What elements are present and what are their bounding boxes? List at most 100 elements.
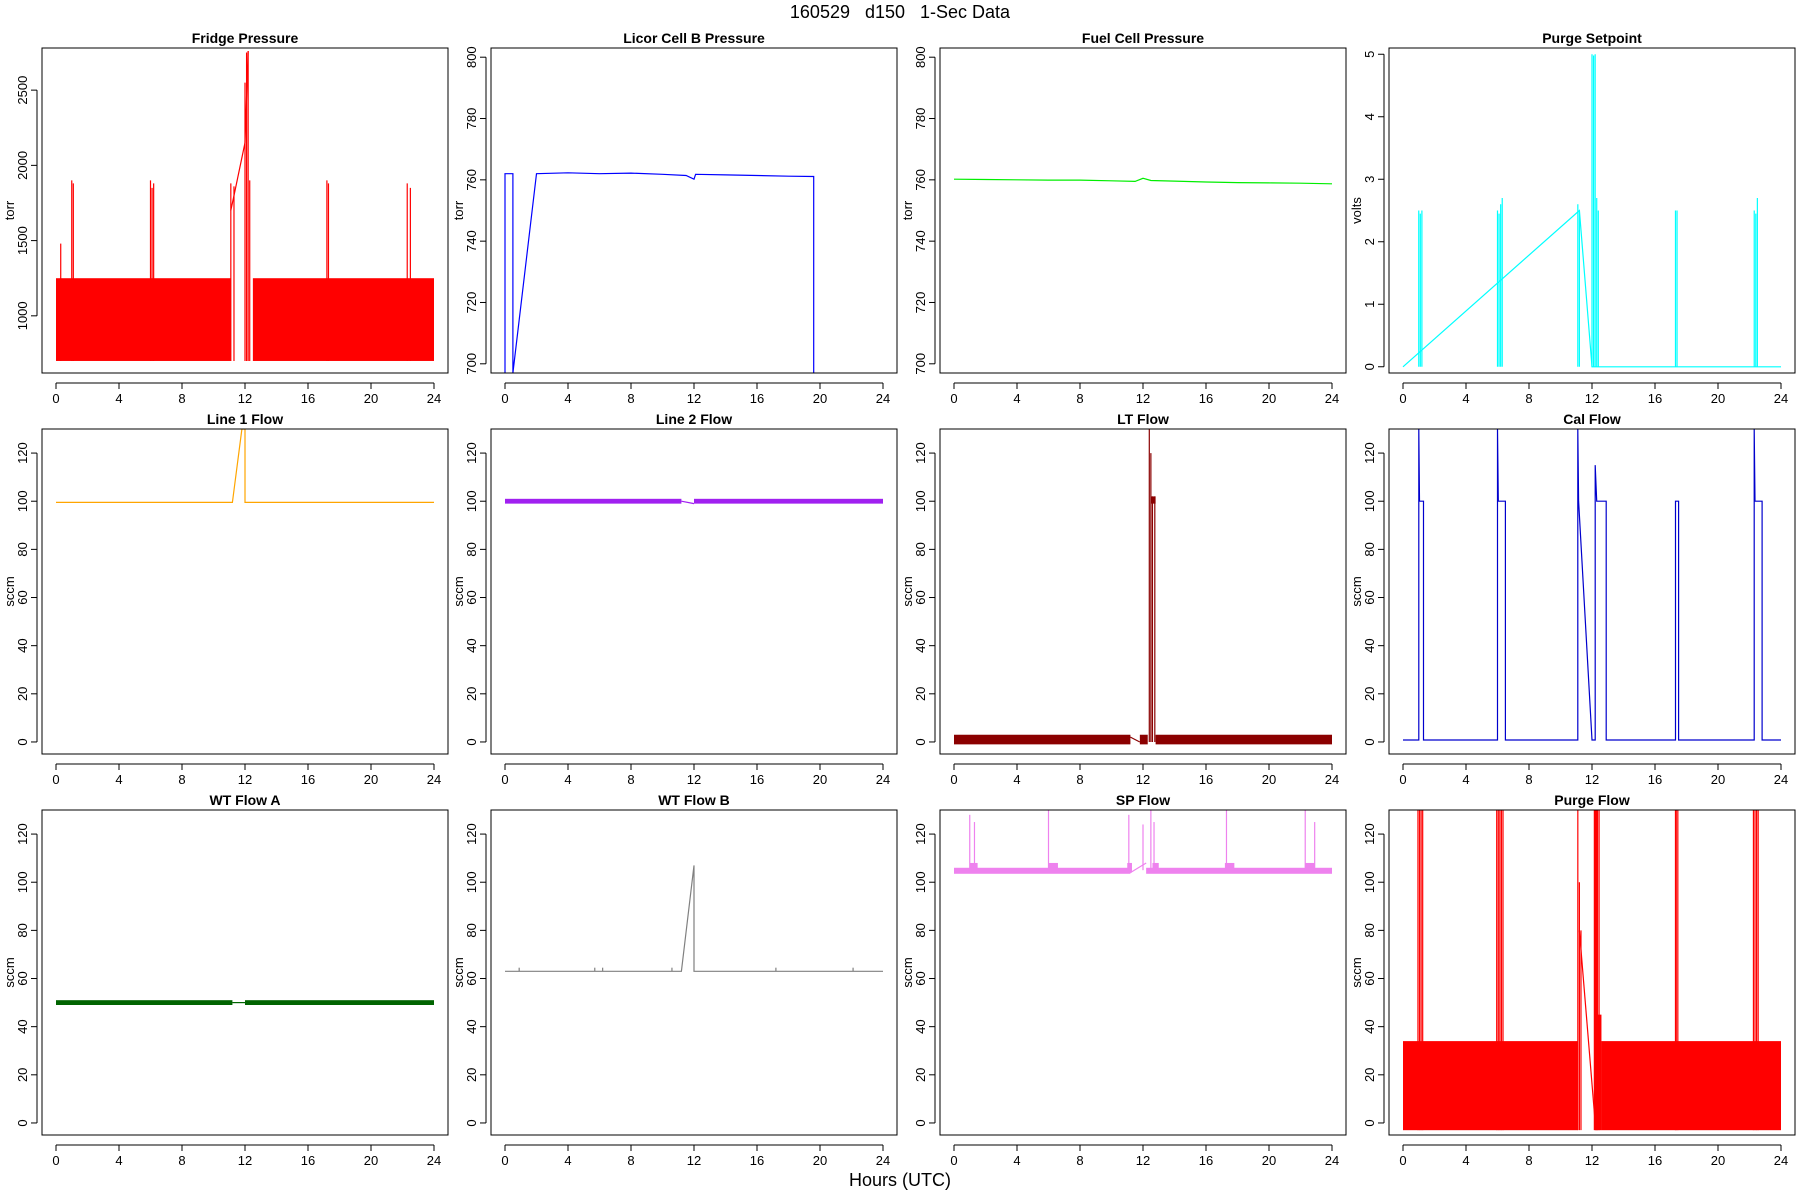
y-tick-label: 100	[913, 871, 928, 893]
x-tick-label: 4	[1462, 772, 1469, 787]
y-tick-label: 20	[913, 687, 928, 701]
y-axis-label: torr	[451, 200, 466, 220]
x-tick-label: 4	[115, 391, 122, 406]
y-tick-label: 700	[913, 353, 928, 375]
x-tick-label: 4	[115, 772, 122, 787]
y-tick-label: 0	[913, 1119, 928, 1126]
x-tick-label: 24	[427, 772, 441, 787]
plot-area	[954, 429, 1332, 745]
plot-frame	[41, 809, 449, 1136]
plot-frame	[1388, 47, 1796, 374]
y-tick-label: 4	[1362, 113, 1377, 120]
series-line	[953, 177, 1333, 185]
y-tick-label: 2500	[15, 76, 30, 105]
x-tick-label: 0	[950, 1153, 957, 1168]
y-tick-label: 80	[913, 923, 928, 937]
x-axis: 0 4 8 12 16 20 24	[501, 1144, 890, 1168]
y-tick-label: 0	[15, 1119, 30, 1126]
x-tick-label: 24	[876, 772, 890, 787]
y-axis: 1000 1500 2000 2500	[15, 76, 38, 330]
x-tick-label: 20	[1711, 772, 1725, 787]
series-line	[505, 865, 883, 972]
x-axis: 0 4 8 12 16 20 24	[52, 763, 441, 787]
plot-frame	[490, 47, 898, 374]
y-tick-label: 120	[1362, 442, 1377, 464]
x-tick-label: 0	[52, 772, 59, 787]
x-tick-label: 20	[813, 391, 827, 406]
x-axis: 0 4 8 12 16 20 24	[501, 382, 890, 406]
y-axis: 0 20 40 60 80 100 120	[464, 823, 487, 1127]
y-axis-label: torr	[2, 200, 17, 220]
x-tick-label: 20	[813, 772, 827, 787]
y-axis-label: sccm	[1349, 957, 1364, 987]
x-tick-label: 0	[501, 391, 508, 406]
y-tick-label: 100	[464, 490, 479, 512]
y-tick-label: 2000	[15, 151, 30, 180]
x-axis: 0 4 8 12 16 20 24	[950, 763, 1339, 787]
x-tick-label: 8	[1076, 391, 1083, 406]
y-tick-label: 720	[913, 292, 928, 314]
series-line	[1578, 930, 1596, 1124]
series-band	[1224, 862, 1235, 873]
y-axis-label: sccm	[2, 957, 17, 987]
x-tick-label: 16	[750, 1153, 764, 1168]
x-tick-label: 16	[750, 772, 764, 787]
y-axis-label: sccm	[451, 957, 466, 987]
y-tick-label: 5	[1362, 51, 1377, 58]
y-axis-label: sccm	[900, 576, 915, 606]
y-tick-label: 120	[913, 823, 928, 845]
x-tick-label: 8	[178, 772, 185, 787]
x-tick-label: 4	[564, 391, 571, 406]
y-tick-label: 40	[1362, 638, 1377, 652]
x-tick-label: 4	[1462, 1153, 1469, 1168]
y-tick-label: 720	[464, 292, 479, 314]
x-axis: 0 4 8 12 16 20 24	[1399, 1144, 1788, 1168]
x-tick-label: 20	[1262, 1153, 1276, 1168]
x-tick-label: 8	[1525, 1153, 1532, 1168]
series-band	[505, 498, 682, 504]
y-tick-label: 80	[15, 542, 30, 556]
x-tick-label: 8	[627, 391, 634, 406]
x-tick-label: 12	[687, 391, 701, 406]
x-tick-label: 20	[1711, 1153, 1725, 1168]
y-tick-label: 2	[1362, 238, 1377, 245]
y-tick-label: 80	[464, 923, 479, 937]
y-axis-label: sccm	[451, 576, 466, 606]
plot-frame	[41, 428, 449, 755]
series-line	[504, 172, 815, 373]
panel-title: Fuel Cell Pressure	[1082, 30, 1204, 46]
y-tick-label: 100	[1362, 871, 1377, 893]
page-title: 160529 d150 1-Sec Data	[789, 2, 1011, 22]
y-tick-label: 0	[913, 738, 928, 745]
x-tick-label: 20	[364, 772, 378, 787]
plot-area	[954, 810, 1332, 874]
series-band	[56, 1000, 233, 1005]
x-tick-label: 16	[750, 391, 764, 406]
x-tick-label: 16	[301, 772, 315, 787]
plot-frame	[490, 428, 898, 755]
series-line	[681, 500, 695, 505]
series-band	[1305, 862, 1315, 873]
plot-frame	[1388, 428, 1796, 755]
plot-area	[56, 429, 434, 503]
plot-frame	[41, 47, 449, 374]
x-tick-label: 0	[52, 1153, 59, 1168]
y-tick-label: 1000	[15, 301, 30, 330]
y-tick-label: 80	[1362, 542, 1377, 556]
y-tick-label: 100	[15, 490, 30, 512]
series-line	[1130, 736, 1141, 743]
x-tick-label: 12	[1136, 391, 1150, 406]
x-tick-label: 24	[1325, 1153, 1339, 1168]
y-axis: 700 720 740 760 780 800	[464, 46, 487, 375]
y-tick-label: 120	[913, 442, 928, 464]
y-tick-label: 740	[913, 230, 928, 252]
x-axis-label: Hours (UTC)	[849, 1170, 951, 1190]
y-axis: 0 1 2 3 4 5	[1362, 51, 1385, 370]
y-tick-label: 40	[15, 638, 30, 652]
y-tick-label: 780	[913, 108, 928, 130]
series-band	[694, 498, 883, 504]
panel-title: Line 1 Flow	[207, 411, 283, 427]
y-tick-label: 3	[1362, 176, 1377, 183]
